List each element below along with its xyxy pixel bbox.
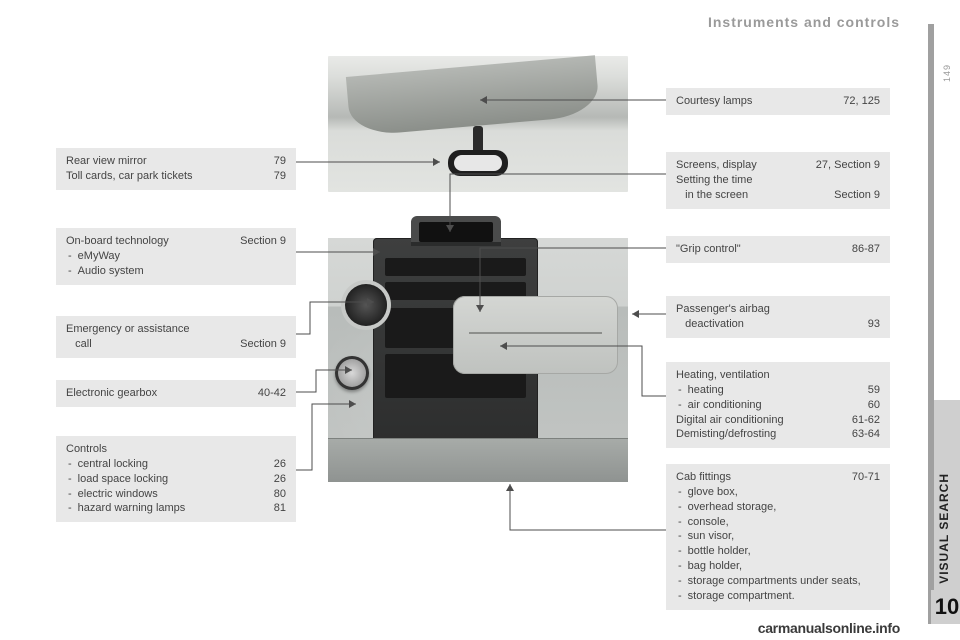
page-ref: 63-64 bbox=[852, 427, 880, 442]
box-rear-view-mirror: Rear view mirror 79 Toll cards, car park … bbox=[56, 148, 296, 190]
page-number: 149 bbox=[942, 64, 952, 82]
page-ref: 27, Section 9 bbox=[816, 158, 880, 173]
lower-dash bbox=[328, 438, 628, 482]
label: Screens, display bbox=[676, 158, 757, 173]
label: Controls bbox=[66, 442, 107, 457]
list-item: storage compartments under seats, bbox=[688, 574, 880, 589]
list-item: air conditioning bbox=[688, 398, 860, 413]
photo-roof-mirror bbox=[328, 56, 628, 192]
box-onboard-tech: On-board technology Section 9 eMyWay Audi… bbox=[56, 228, 296, 285]
box-heating-ventilation: Heating, ventilation heating59 air condi… bbox=[666, 362, 890, 448]
label: Toll cards, car park tickets bbox=[66, 169, 193, 184]
list-item: console, bbox=[688, 515, 880, 530]
page-ref: 26 bbox=[266, 457, 286, 472]
page-ref: Section 9 bbox=[240, 234, 286, 249]
manual-page: Instruments and controls 149 VISUAL SEAR… bbox=[0, 0, 960, 640]
label: Setting the time bbox=[676, 173, 752, 188]
list-item: bag holder, bbox=[688, 559, 880, 574]
label: Courtesy lamps bbox=[676, 94, 752, 109]
box-passenger-airbag: Passenger's airbag deactivation 93 bbox=[666, 296, 890, 338]
vent-left bbox=[345, 284, 387, 326]
photo-center-console bbox=[328, 238, 628, 482]
tab-chapter: 10 bbox=[931, 590, 960, 624]
tab-label: VISUAL SEARCH bbox=[937, 473, 957, 584]
page-ref: 70-71 bbox=[852, 470, 880, 485]
chapter-tab: VISUAL SEARCH 10 bbox=[928, 400, 960, 624]
page-ref: 86-87 bbox=[852, 242, 880, 257]
box-controls: Controls central locking26 load space lo… bbox=[56, 436, 296, 522]
page-ref: 79 bbox=[274, 154, 286, 169]
label: Emergency or assistance bbox=[66, 322, 190, 337]
box-electronic-gearbox: Electronic gearbox 40-42 bbox=[56, 380, 296, 407]
page-ref: Section 9 bbox=[834, 188, 880, 203]
page-ref: 26 bbox=[266, 472, 286, 487]
list-item: Audio system bbox=[78, 264, 286, 279]
page-ref: 72, 125 bbox=[843, 94, 880, 109]
glove-box bbox=[453, 296, 618, 374]
label: Demisting/defrosting bbox=[676, 427, 776, 442]
label: deactivation bbox=[676, 317, 744, 332]
list-item: eMyWay bbox=[78, 249, 286, 264]
label: Cab fittings bbox=[676, 470, 731, 485]
box-grip-control: "Grip control" 86-87 bbox=[666, 236, 890, 263]
box-emergency-call: Emergency or assistance call Section 9 bbox=[56, 316, 296, 358]
audio-slot bbox=[385, 258, 526, 276]
list-item: storage compartment. bbox=[688, 589, 880, 604]
page-ref: 79 bbox=[274, 169, 286, 184]
list-item: heating bbox=[688, 383, 860, 398]
page-ref: 61-62 bbox=[852, 413, 880, 428]
label: Heating, ventilation bbox=[676, 368, 770, 383]
page-ref: 40-42 bbox=[258, 386, 286, 401]
page-ref: 81 bbox=[266, 501, 286, 516]
label: Digital air conditioning bbox=[676, 413, 784, 428]
rear-view-mirror-shape bbox=[448, 150, 508, 176]
label: On-board technology bbox=[66, 234, 169, 249]
box-screens-display: Screens, display 27, Section 9 Setting th… bbox=[666, 152, 890, 209]
page-ref: 93 bbox=[868, 317, 880, 332]
page-ref: 59 bbox=[860, 383, 880, 398]
list-item: load space locking bbox=[78, 472, 266, 487]
sun-visor-shape bbox=[346, 55, 600, 137]
list-item: overhead storage, bbox=[688, 500, 880, 515]
page-ref: 60 bbox=[860, 398, 880, 413]
list-item: electric windows bbox=[78, 487, 266, 502]
label: Passenger's airbag bbox=[676, 302, 770, 317]
label: Rear view mirror bbox=[66, 154, 147, 169]
label: Electronic gearbox bbox=[66, 386, 157, 401]
display-screen bbox=[419, 222, 493, 242]
box-cab-fittings: Cab fittings 70-71 glove box, overhead st… bbox=[666, 464, 890, 610]
box-courtesy-lamps: Courtesy lamps 72, 125 bbox=[666, 88, 890, 115]
list-item: bottle holder, bbox=[688, 544, 880, 559]
list-item: glove box, bbox=[688, 485, 880, 500]
gearbox-knob bbox=[335, 356, 369, 390]
label: in the screen bbox=[676, 188, 748, 203]
label: call bbox=[66, 337, 92, 352]
label: "Grip control" bbox=[676, 242, 741, 257]
page-ref: 80 bbox=[266, 487, 286, 502]
list-item: central locking bbox=[78, 457, 266, 472]
list-item: hazard warning lamps bbox=[78, 501, 266, 516]
list-item: sun visor, bbox=[688, 529, 880, 544]
page-ref: Section 9 bbox=[240, 337, 286, 352]
section-title: Instruments and controls bbox=[708, 14, 900, 30]
watermark: carmanualsonline.info bbox=[758, 620, 900, 636]
